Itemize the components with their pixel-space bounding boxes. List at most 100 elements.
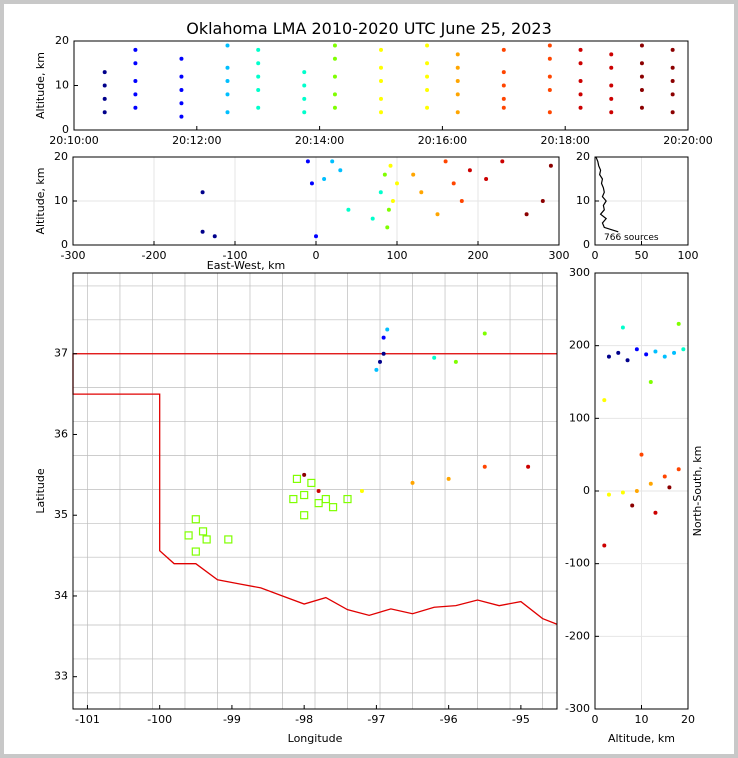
lma-station-marker [224,535,233,544]
time-height-point [102,96,107,101]
lon-tick-label: -97 [367,713,385,726]
hist-tick-label: 50 [635,249,649,262]
time-height-point [133,61,138,66]
time-height-point [609,52,614,57]
lat-tick-label: 33 [54,670,68,683]
lon-tick-label: -99 [223,713,241,726]
time-height-point [425,43,430,48]
ns-point [667,485,672,490]
hist-ytick-label: 10 [576,194,590,207]
lma-figure: Oklahoma LMA 2010-2020 UTC June 25, 2023… [34,19,713,745]
state-boundary [72,353,558,625]
time-height-point [455,65,460,70]
plan-view-point [446,476,451,481]
time-height-point [379,79,383,84]
time-height-point [379,110,383,115]
ns-ylabel: North-South, km [691,446,704,537]
ew-xlabel: East-West, km [207,259,285,272]
time-height-point [609,110,614,115]
time-height-point [670,110,675,115]
ns-point [681,347,686,352]
ns-ytick-label: -200 [565,629,590,642]
lma-station-marker [198,527,208,536]
ns-ytick-label: -100 [565,557,590,570]
time-height-point [302,83,307,88]
plan-view-point [374,367,379,372]
ew-point [322,177,327,181]
time-tick-label: 20:14:00 [295,134,344,147]
plan-view-point [381,335,386,340]
time-height-point [578,61,583,66]
ew-point [309,181,314,186]
time-height-point [133,47,138,52]
time-height-point [670,47,675,52]
ew-tick-label: 300 [549,249,570,262]
time-height-point [133,79,138,84]
ns-point [648,380,653,384]
time-height-point [179,101,184,106]
time-height-point [179,74,184,79]
ns-xlabel: Altitude, km [608,732,675,745]
ns-point [616,350,621,355]
ns-point [606,492,611,497]
time-height-point [302,70,307,75]
time-height-point [332,43,337,48]
ns-point [602,398,607,403]
ew-point [305,159,310,164]
time-height-point [609,83,614,88]
time-height-point [379,65,383,70]
plan-view-frame [72,272,558,710]
ns-point [676,467,681,472]
time-height-point [256,61,261,66]
ew-ytick-label: 10 [54,194,68,207]
ns-tick-label: 20 [681,713,695,726]
time-height-point [133,92,138,97]
time-height-point [225,92,230,97]
ew-point [524,212,529,217]
time-height-point [102,110,107,115]
ns-point [634,347,639,352]
time-height-point [547,87,552,92]
time-height-point [639,43,644,48]
ew-point [386,207,391,212]
ew-point [388,163,393,168]
ew-ytick-label: 20 [54,150,68,163]
plan-view-point [410,480,415,485]
lma-station-marker [292,474,302,483]
figure-frame: Oklahoma LMA 2010-2020 UTC June 25, 2023… [4,4,734,754]
lat-tick-label: 35 [54,508,68,521]
ns-ytick-label: 300 [569,266,590,279]
ns-point [653,510,658,515]
hist-tick-label: 0 [592,249,599,262]
time-height-point [639,87,644,92]
ns-ytick-label: -300 [565,702,590,715]
lma-station-marker [343,494,352,504]
time-height-point [179,56,184,61]
time-height-point [639,105,644,110]
ew-point [200,190,205,195]
ew-point [390,199,395,203]
time-height-point [455,92,460,97]
time-height-point [256,47,261,52]
time-height-frame [73,40,689,131]
plan-view-point [482,464,487,469]
ns-point [602,543,607,548]
ew-point [212,234,217,239]
ew-point [419,190,424,195]
altitude-tick-label: 20 [55,34,69,47]
ns-tick-label: 10 [635,713,649,726]
time-height-point [501,47,506,52]
time-height-point [133,105,138,110]
time-tick-label: 20:12:00 [172,134,221,147]
lat-tick-label: 34 [54,589,68,602]
ew-point [330,159,335,164]
time-height-point [379,96,383,101]
ns-point [620,490,625,495]
lma-station-marker [202,535,211,544]
source-count-annotation: 766 sources [604,233,659,243]
time-tick-label: 20:20:00 [663,134,712,147]
ns-point [662,474,667,479]
ew-ytick-label: 0 [61,238,68,251]
ns-point [672,350,677,355]
ew-point [395,181,399,186]
